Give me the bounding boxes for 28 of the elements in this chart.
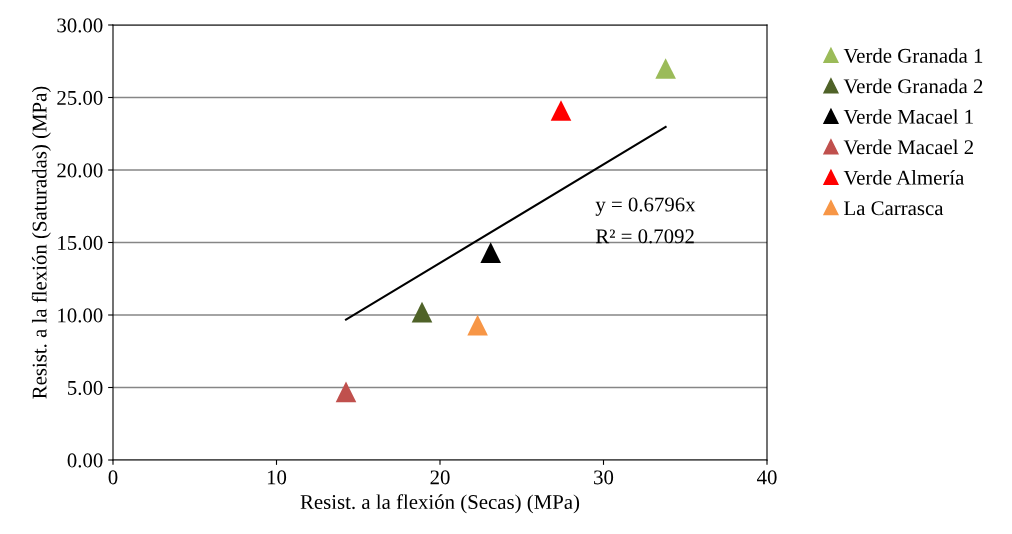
legend-label: La Carrasca xyxy=(844,201,944,216)
y-tick-label: 25.00 xyxy=(57,90,103,106)
x-tick-label: 20 xyxy=(430,470,450,485)
point xyxy=(480,242,501,263)
x-tick-label: 40 xyxy=(756,470,777,485)
y-tick-label: 15.00 xyxy=(58,235,103,251)
legend-label: Verde Granada 1 xyxy=(843,48,983,63)
point xyxy=(335,381,357,403)
x-tick-label: 10 xyxy=(267,470,287,485)
point xyxy=(655,58,676,79)
y-tick-label: 20.00 xyxy=(57,163,103,178)
legend-label: Verde Granada 2 xyxy=(843,78,983,94)
point xyxy=(550,100,572,121)
y-tick-label: 0.00 xyxy=(67,453,103,468)
x-tick-label: 30 xyxy=(594,470,614,485)
legend-label: Verde Almería xyxy=(843,170,965,185)
x-tick-label: 0 xyxy=(108,470,118,485)
annotation: y = 0.6796x xyxy=(595,197,696,216)
annotation: R² = 0.7092 xyxy=(595,229,694,244)
legend-label: Verde Macael 1 xyxy=(843,109,973,124)
y-tick-label: 10.00 xyxy=(58,308,103,323)
y-tick-label: 30.00 xyxy=(57,18,103,33)
legend-label: Verde Macael 2 xyxy=(843,139,974,155)
point xyxy=(411,301,433,323)
point xyxy=(467,314,488,336)
y-axis-title: Resist. a la flexión (Saturadas) (MPa) xyxy=(31,86,51,399)
y-tick-label: 5.00 xyxy=(68,380,103,396)
x-axis-title: Resist. a la flexión (Secas) (MPa) xyxy=(300,494,580,514)
